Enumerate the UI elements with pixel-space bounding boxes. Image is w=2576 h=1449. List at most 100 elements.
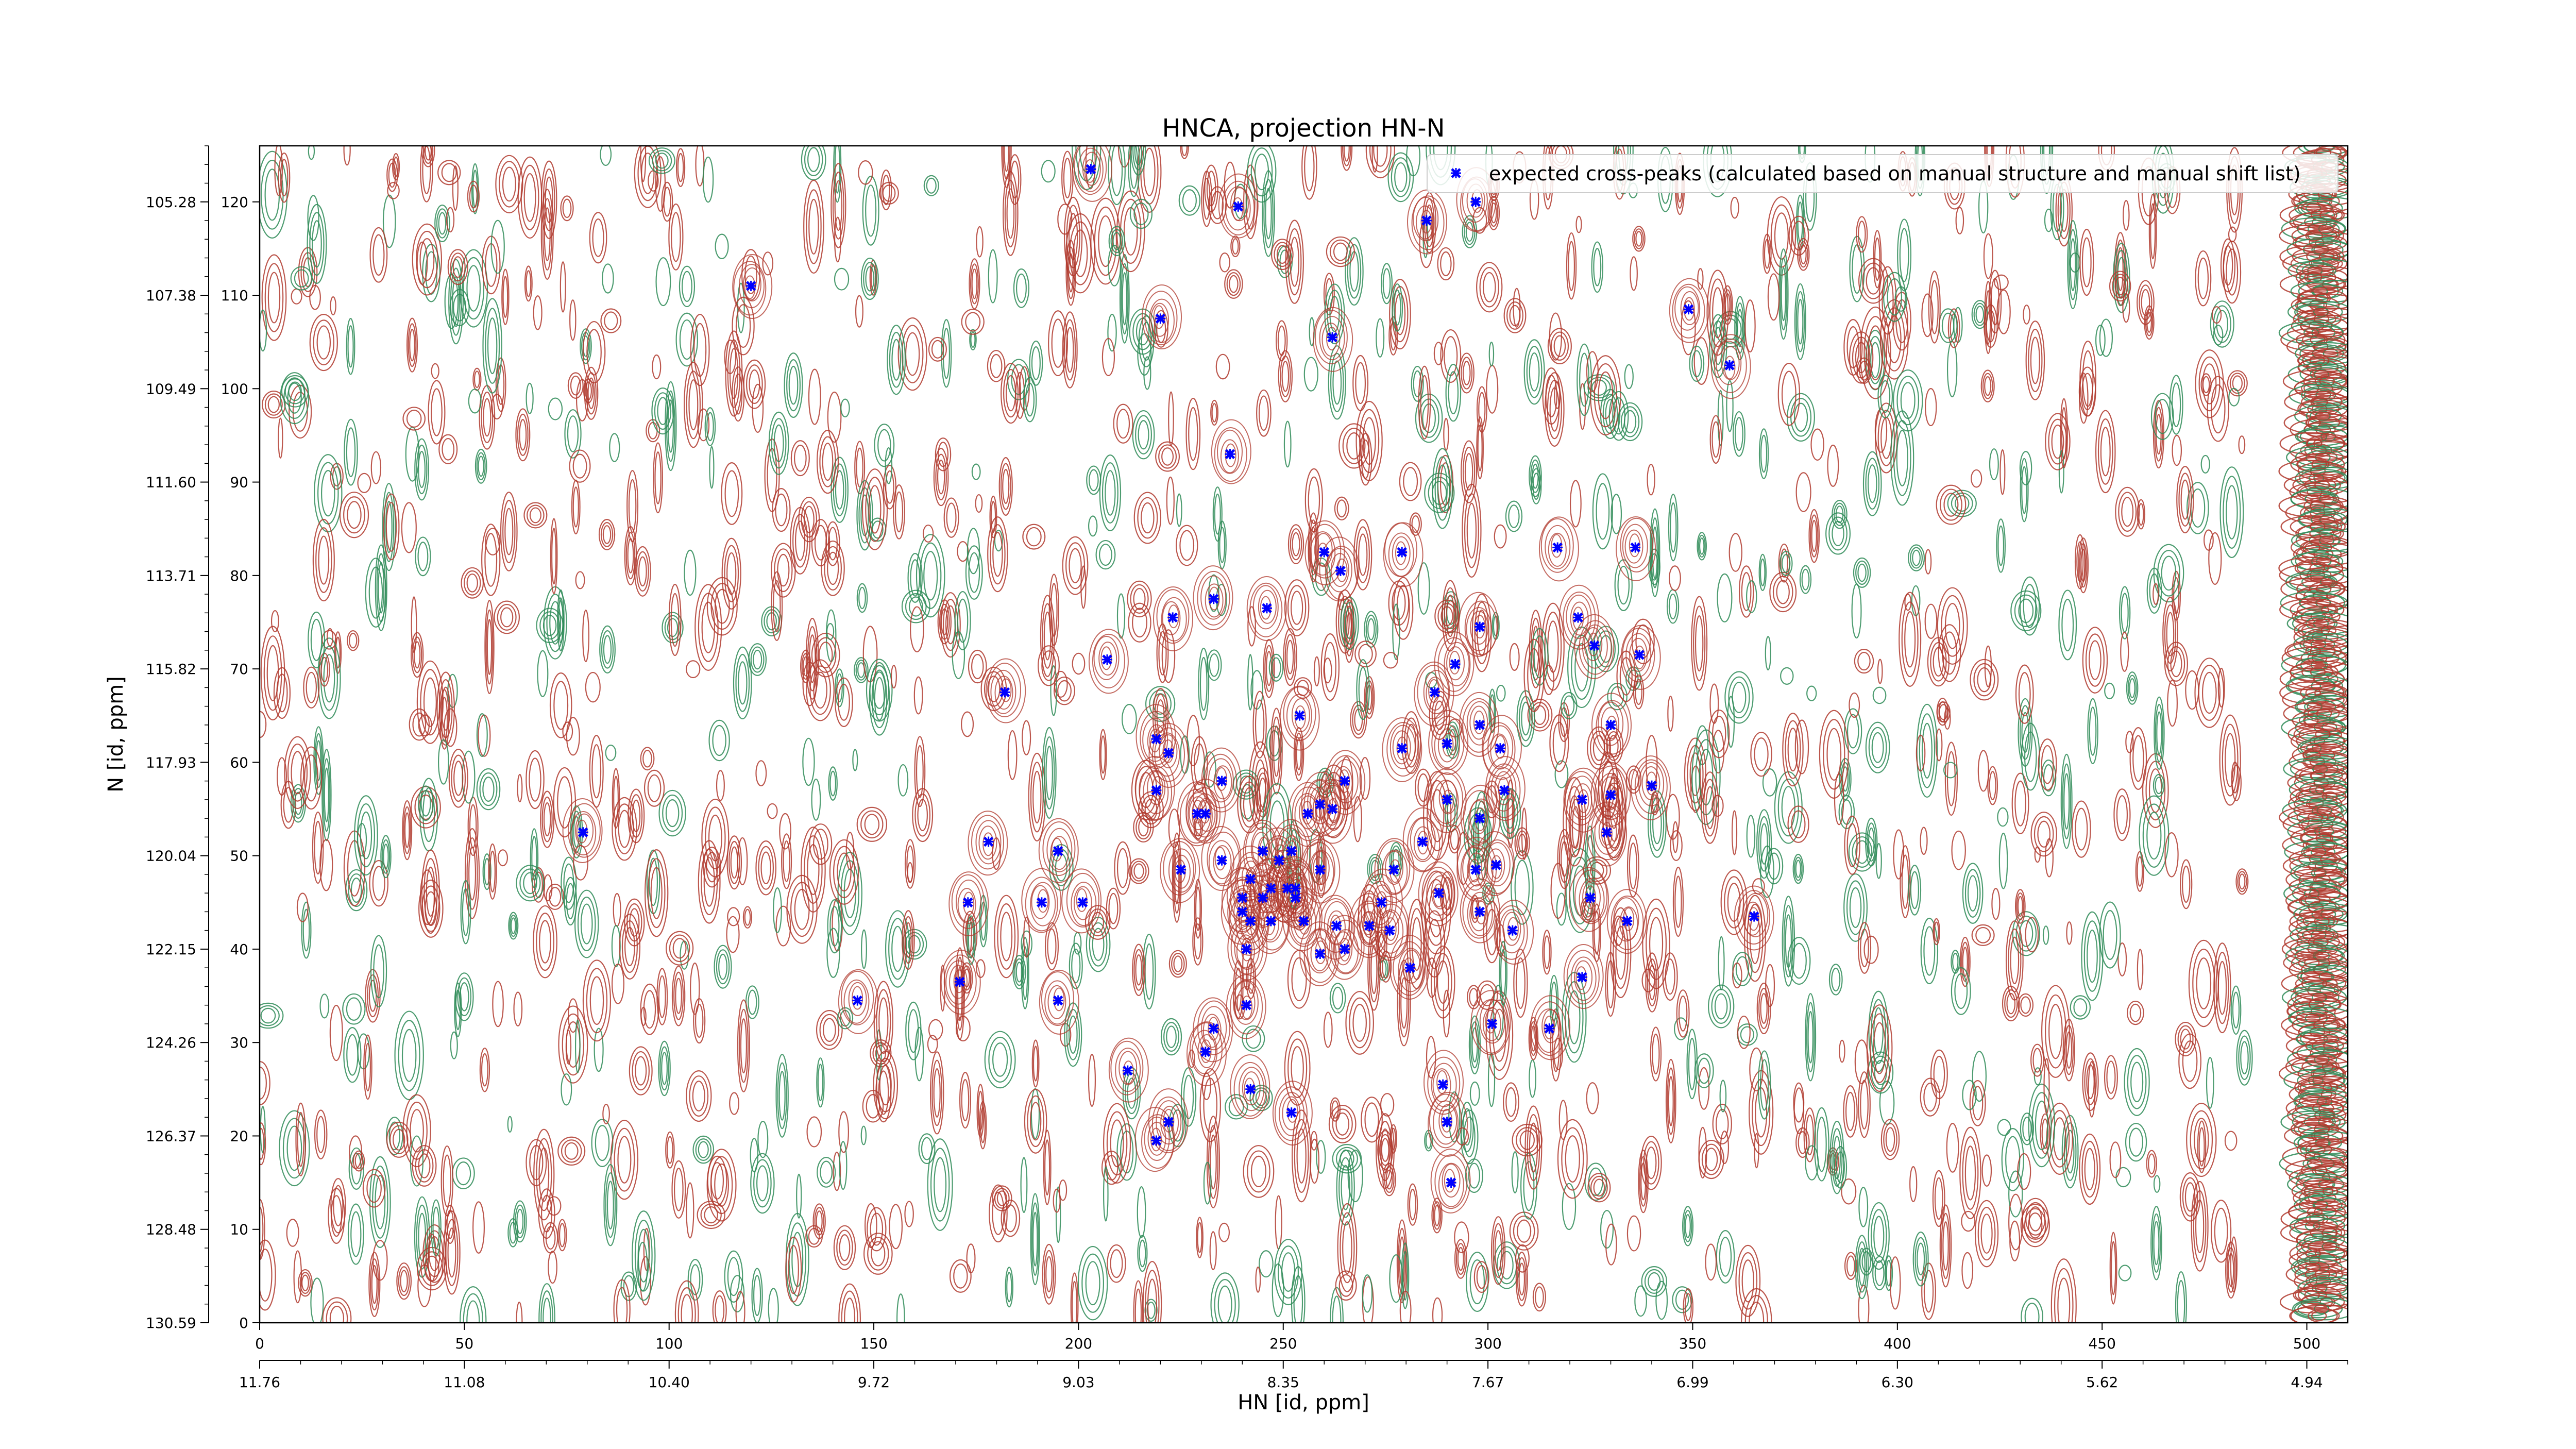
cross-peak-marker — [1315, 799, 1326, 810]
cross-peak-marker — [1622, 916, 1633, 926]
cross-peak-marker — [1335, 565, 1346, 576]
cross-peak-marker — [1601, 827, 1612, 838]
cross-peak-marker — [1167, 612, 1178, 623]
cross-peak-marker — [1298, 916, 1309, 926]
cross-peak-marker — [1585, 892, 1596, 903]
cross-peak-marker — [1274, 855, 1284, 866]
plot-background — [260, 146, 2348, 1323]
cross-peak-marker — [1258, 846, 1268, 856]
cross-peak-marker — [954, 976, 965, 987]
x-index-tick-label: 300 — [1474, 1335, 1501, 1352]
cross-peak-marker — [1552, 542, 1563, 553]
x-ppm-tick-label: 9.03 — [1062, 1374, 1094, 1391]
cross-peak-marker — [1258, 892, 1268, 903]
cross-peak-marker — [1388, 864, 1399, 875]
cross-peak-marker — [1487, 1018, 1498, 1029]
x-index-tick-label: 150 — [860, 1335, 887, 1352]
y-index-tick-label: 120 — [221, 194, 248, 211]
y-index-tick-label: 70 — [230, 661, 248, 678]
cross-peak-marker — [1475, 813, 1485, 824]
cross-peak-marker — [1286, 846, 1297, 856]
cross-peak-marker — [1294, 710, 1305, 721]
cross-peak-marker — [1208, 1023, 1219, 1034]
cross-peak-marker — [1749, 911, 1759, 922]
cross-peak-marker — [1397, 743, 1408, 754]
cross-peak-marker — [1163, 748, 1174, 759]
cross-peak-marker — [1577, 972, 1587, 983]
cross-peak-marker — [578, 827, 588, 838]
cross-peak-marker — [1245, 916, 1256, 926]
cross-peak-marker — [1290, 883, 1301, 894]
y-index-tick-label: 100 — [221, 380, 248, 397]
cross-peak-marker — [1315, 864, 1326, 875]
cross-peak-marker — [1421, 215, 1432, 226]
cross-peak-marker — [1331, 920, 1342, 931]
cross-peak-marker — [1053, 995, 1063, 1006]
y-index-tick-label: 80 — [230, 567, 248, 584]
cross-peak-marker — [1086, 164, 1096, 175]
cross-peak-marker — [1241, 1000, 1252, 1010]
cross-peak-marker — [1265, 916, 1276, 926]
cross-peak-marker — [1290, 892, 1301, 903]
x-ppm-tick-label: 5.62 — [2086, 1374, 2118, 1391]
legend-marker-icon — [1451, 168, 1461, 178]
y-index-tick-label: 10 — [230, 1221, 248, 1238]
y-ppm-tick-label: 117.93 — [146, 754, 196, 771]
cross-peak-marker — [1216, 855, 1227, 866]
cross-peak-marker — [962, 897, 973, 908]
x-ppm-tick-label: 11.08 — [444, 1374, 485, 1391]
cross-peak-marker — [1340, 776, 1350, 786]
x-ppm-tick-label: 7.67 — [1472, 1374, 1504, 1391]
cross-peak-marker — [1605, 789, 1616, 800]
cross-peak-marker — [1470, 864, 1481, 875]
cross-peak-marker — [1155, 313, 1166, 324]
cross-peak-marker — [1397, 547, 1408, 558]
cross-peak-marker — [1544, 1023, 1555, 1034]
cross-peak-marker — [1208, 594, 1219, 604]
x-index-tick-label: 350 — [1679, 1335, 1706, 1352]
cross-peak-marker — [1340, 943, 1350, 954]
cross-peak-marker — [1163, 1117, 1174, 1127]
x-index-tick-label: 250 — [1269, 1335, 1297, 1352]
y-ppm-tick-label: 109.49 — [146, 380, 196, 397]
cross-peak-marker — [1507, 925, 1518, 936]
x-index-tick-label: 50 — [455, 1335, 474, 1352]
legend-label: expected cross-peaks (calculated based o… — [1489, 162, 2301, 185]
cross-peak-marker — [999, 687, 1010, 698]
cross-peak-marker — [1302, 808, 1313, 819]
y-ppm-tick-label: 111.60 — [146, 474, 196, 491]
y-ppm-tick-label: 122.15 — [146, 941, 196, 958]
cross-peak-marker — [1216, 776, 1227, 786]
x-index-tick-label: 200 — [1065, 1335, 1092, 1352]
x-index-tick-label: 400 — [1884, 1335, 1911, 1352]
cross-peak-marker — [1176, 864, 1187, 875]
cross-peak-marker — [1122, 1065, 1133, 1076]
cross-peak-marker — [1364, 920, 1375, 931]
cross-peak-marker — [1433, 888, 1444, 899]
cross-peak-marker — [1470, 196, 1481, 207]
cross-peak-marker — [1442, 794, 1452, 805]
y-index-tick-label: 110 — [221, 287, 248, 304]
cross-peak-marker — [1499, 785, 1510, 796]
cross-peak-marker — [1605, 719, 1616, 730]
y-index-tick-label: 0 — [239, 1315, 248, 1332]
y-axis-label: N [id, ppm] — [104, 676, 128, 793]
cross-peak-marker — [1151, 734, 1162, 745]
y-index-tick-label: 30 — [230, 1034, 248, 1051]
cross-peak-marker — [1724, 360, 1735, 370]
cross-peak-marker — [1262, 603, 1272, 614]
cross-peak-marker — [1630, 542, 1641, 553]
y-index-tick-label: 60 — [230, 754, 248, 771]
y-index-tick-label: 40 — [230, 941, 248, 958]
x-ppm-tick-label: 6.99 — [1676, 1374, 1708, 1391]
cross-peak-marker — [1634, 649, 1645, 660]
cross-peak-marker — [1151, 1135, 1162, 1146]
cross-peak-marker — [1405, 963, 1416, 973]
legend-box — [1427, 154, 2338, 193]
y-index-tick-label: 90 — [230, 474, 248, 491]
y-ppm-tick-label: 120.04 — [146, 848, 196, 865]
cross-peak-marker — [1437, 1079, 1448, 1090]
x-index-tick-label: 450 — [2088, 1335, 2115, 1352]
y-ppm-tick-label: 107.38 — [146, 287, 196, 304]
cross-peak-marker — [1577, 794, 1587, 805]
